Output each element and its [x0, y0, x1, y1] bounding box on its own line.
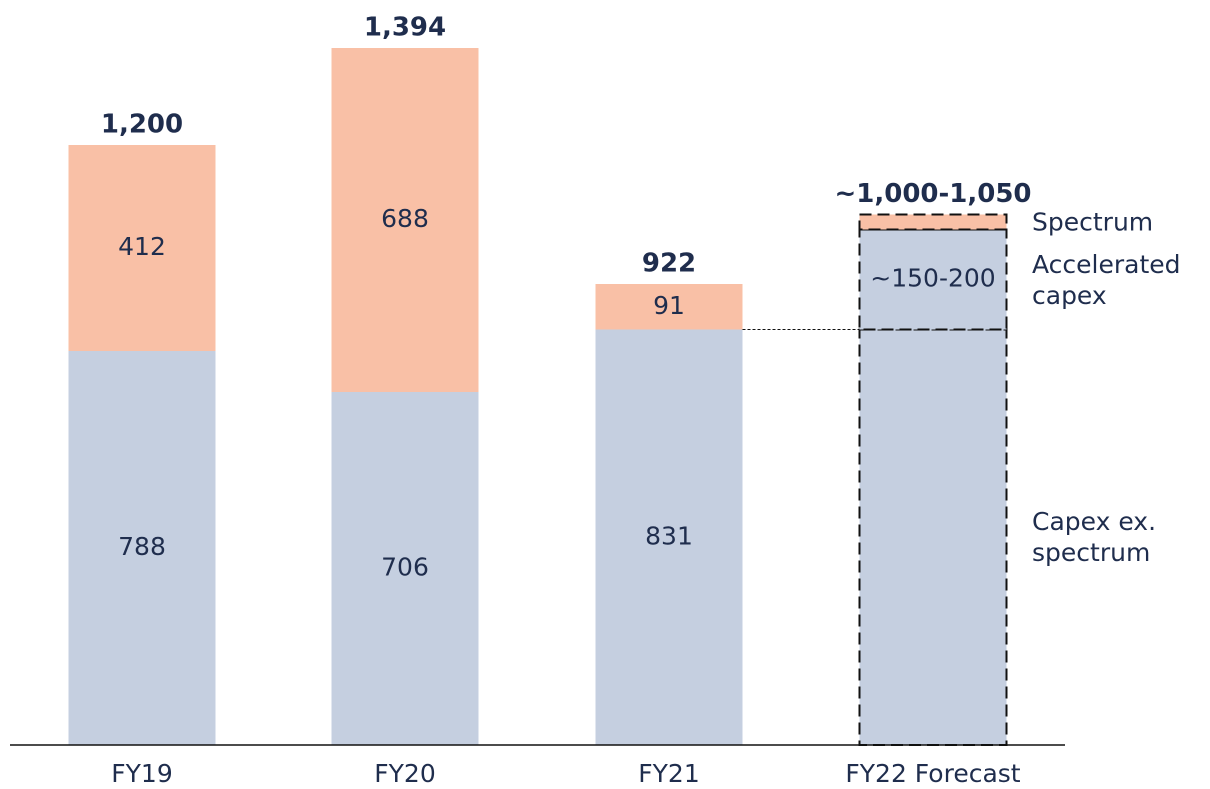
total-label: 922	[642, 249, 696, 279]
total-label: 1,200	[101, 110, 183, 140]
bar-segment	[858, 213, 1008, 231]
x-tick-label: FY19	[111, 759, 172, 788]
value-label: ~150-200	[870, 264, 995, 293]
value-label: 788	[118, 532, 166, 561]
value-label: 688	[381, 204, 429, 233]
bar-segment	[858, 328, 1008, 746]
value-label: 706	[381, 553, 429, 582]
legend-label: Spectrum	[1032, 207, 1154, 237]
value-label: 91	[653, 291, 685, 320]
bar-segment	[68, 145, 216, 351]
total-label: ~1,000-1,050	[834, 179, 1031, 209]
x-tick-label: FY20	[374, 759, 435, 788]
value-label: 412	[118, 232, 166, 261]
x-tick-label: FY22 Forecast	[845, 759, 1020, 788]
legend-label: Capex ex. spectrum	[1032, 507, 1157, 568]
bar-segment	[595, 284, 743, 330]
x-tick-label: FY21	[638, 759, 699, 788]
total-label: 1,394	[364, 13, 446, 43]
bar-segment	[331, 48, 479, 392]
value-label: 831	[645, 521, 693, 550]
legend-label: Accelerated capex	[1032, 249, 1181, 310]
bar-segment	[68, 351, 216, 745]
bar-segment	[331, 392, 479, 745]
bar-segment	[595, 329, 743, 745]
